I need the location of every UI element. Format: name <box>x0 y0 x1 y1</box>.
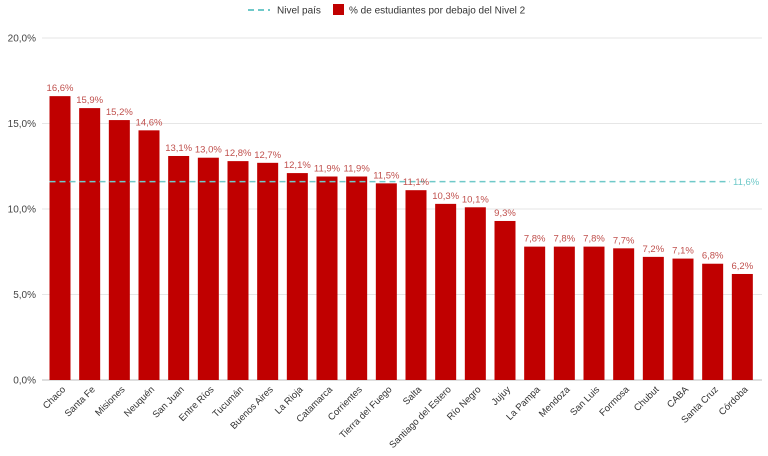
bar <box>553 246 575 380</box>
reference-line-group: 11,6% <box>49 177 760 188</box>
data-label: 15,2% <box>106 107 133 118</box>
x-tick-label: Salta <box>401 384 425 408</box>
bar <box>316 176 338 380</box>
reference-line-label: 11,6% <box>733 177 760 188</box>
bar <box>642 256 664 380</box>
y-tick-label: 10,0% <box>8 205 36 216</box>
data-label: 7,2% <box>643 244 665 255</box>
x-tick-label: San Luis <box>568 384 602 418</box>
y-tick-label: 5,0% <box>13 290 36 301</box>
data-label: 11,5% <box>373 170 400 181</box>
data-label: 7,8% <box>524 234 546 245</box>
bar <box>257 162 279 380</box>
bar <box>731 273 753 380</box>
data-label: 11,9% <box>344 164 371 175</box>
bar <box>286 173 308 380</box>
x-tick-label: Santa Fe <box>63 384 98 419</box>
x-tick-label: Chubut <box>632 384 662 414</box>
x-tick-label: Chaco <box>41 384 68 411</box>
bar <box>702 263 724 380</box>
bars <box>49 96 753 381</box>
data-label: 14,6% <box>136 117 163 128</box>
data-label: 15,9% <box>76 95 103 106</box>
x-tick-label: Formosa <box>598 384 633 419</box>
bar <box>583 246 605 380</box>
bar <box>79 108 101 381</box>
x-tick-label: Córdoba <box>717 384 751 418</box>
legend-bar-swatch <box>333 4 344 15</box>
bar <box>49 96 71 380</box>
bar <box>138 130 160 380</box>
data-label: 12,7% <box>254 150 281 161</box>
bar <box>197 157 219 380</box>
data-label: 12,8% <box>225 148 252 159</box>
data-label: 9,3% <box>494 208 516 219</box>
data-label: 6,2% <box>732 261 754 272</box>
data-label: 10,1% <box>462 194 489 205</box>
bar <box>405 190 427 380</box>
bar <box>108 120 130 380</box>
grid-lines <box>42 37 762 381</box>
data-labels: 16,6%15,9%15,2%14,6% 13,1% 13,0% 12,8% 12,7%… <box>47 83 754 272</box>
bar <box>464 207 486 380</box>
x-tick-label: Misiones <box>93 384 127 418</box>
data-label: 16,6% <box>47 83 74 94</box>
x-tick-label: Tierra del Fuego <box>338 384 395 441</box>
legend-bar-label: % de estudiantes por debajo del Nivel 2 <box>349 6 526 17</box>
data-label: 6,8% <box>702 251 724 262</box>
data-label: 7,8% <box>583 234 605 245</box>
bar <box>227 161 249 380</box>
y-tick-label: 0,0% <box>13 376 36 387</box>
bar <box>613 248 635 380</box>
data-label: 7,8% <box>554 234 576 245</box>
x-tick-label: CABA <box>665 384 692 411</box>
y-axis: 0,0% 5,0% 10,0% 15,0% 20,0% <box>8 34 36 387</box>
data-label: 10,3% <box>432 191 459 202</box>
legend-reference-label: Nivel país <box>277 6 321 17</box>
x-tick-label: Mendoza <box>537 384 573 420</box>
data-label: 7,1% <box>672 246 694 257</box>
bar <box>494 220 516 380</box>
y-tick-label: 20,0% <box>8 34 36 45</box>
data-label: 12,1% <box>284 160 311 171</box>
y-tick-label: 15,0% <box>8 119 36 130</box>
bar <box>435 203 457 380</box>
bar <box>672 258 694 380</box>
x-tick-label: Jujuy <box>490 384 514 408</box>
bar <box>524 246 546 380</box>
bar <box>346 176 368 380</box>
bar <box>375 183 397 380</box>
data-label: 13,1% <box>165 143 192 154</box>
data-label: 11,9% <box>314 164 341 175</box>
data-label: 7,7% <box>613 235 635 246</box>
data-label: 13,0% <box>195 145 222 156</box>
bar <box>168 155 190 380</box>
data-label: 11,1% <box>403 177 430 188</box>
legend: Nivel país % de estudiantes por debajo d… <box>248 4 526 17</box>
